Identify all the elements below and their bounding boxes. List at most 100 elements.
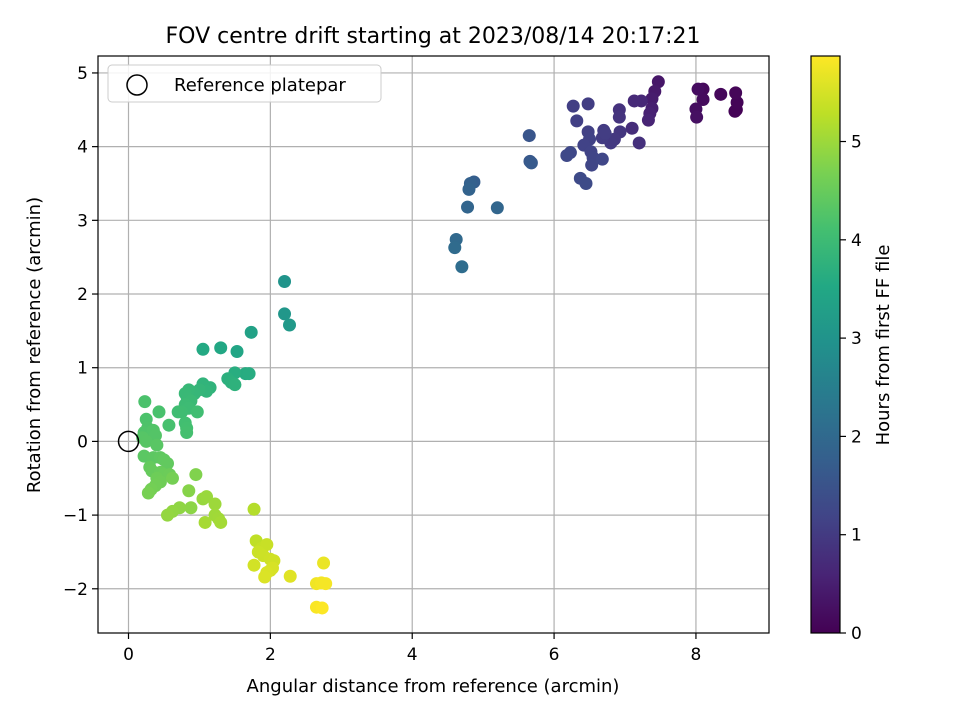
data-point	[148, 429, 162, 443]
plot-frame	[97, 55, 770, 634]
data-point	[612, 110, 626, 124]
legend: Reference platepar	[107, 64, 382, 103]
data-point	[138, 395, 152, 409]
data-point	[165, 471, 179, 485]
data-point	[244, 325, 258, 339]
colorbar-tick-label: 5	[851, 133, 862, 153]
x-tick-label: 0	[123, 645, 134, 665]
data-point	[315, 601, 329, 615]
x-tick-label: 4	[407, 645, 418, 665]
data-point	[560, 148, 574, 162]
colorbar-ticks: 0 1 2 3 4 5	[840, 133, 862, 644]
data-point	[730, 95, 744, 109]
colorbar-tick-label: 3	[851, 329, 862, 349]
data-point	[182, 484, 196, 498]
y-tick-label: 4	[77, 138, 88, 158]
data-point	[448, 241, 462, 255]
data-point	[566, 99, 580, 113]
data-point	[317, 556, 331, 570]
data-point	[161, 508, 175, 522]
data-point	[141, 486, 155, 500]
y-axis-ticks: −2 −1 0 1 2 3 4 5	[63, 64, 98, 600]
data-point	[729, 86, 743, 100]
data-point	[625, 121, 639, 135]
x-tick-label: 2	[265, 645, 276, 665]
data-point	[714, 87, 728, 101]
data-point	[150, 438, 164, 452]
data-point	[579, 176, 593, 190]
data-point	[196, 342, 210, 356]
colorbar-tick-label: 4	[851, 231, 862, 251]
data-point	[278, 274, 292, 288]
data-point	[247, 502, 261, 516]
data-point	[641, 113, 655, 127]
data-point	[278, 307, 292, 321]
data-point	[645, 92, 659, 106]
data-point	[690, 110, 704, 124]
data-point	[258, 570, 272, 584]
colorbar-tick-label: 1	[851, 526, 862, 546]
x-axis-label: Angular distance from reference (arcmin)	[247, 676, 620, 697]
colorbar-label: Hours from first FF file	[873, 245, 894, 446]
y-tick-label: 0	[77, 432, 88, 452]
data-point	[283, 318, 297, 332]
colorbar-tick-label: 0	[851, 624, 862, 644]
colorbar-tick-label: 2	[851, 427, 862, 447]
y-tick-label: 2	[77, 285, 88, 305]
y-axis-label: Rotation from reference (arcmin)	[24, 197, 45, 493]
reference-platepar-marker	[117, 430, 140, 453]
data-point	[162, 418, 176, 432]
plot-area	[98, 56, 769, 633]
data-point	[198, 515, 212, 529]
data-points	[136, 75, 744, 615]
data-point	[189, 468, 203, 482]
data-point	[247, 558, 261, 572]
data-point	[184, 501, 198, 515]
data-point	[632, 136, 646, 150]
data-point	[139, 434, 153, 448]
data-point	[283, 569, 297, 583]
data-point	[200, 490, 214, 504]
data-point	[691, 82, 705, 96]
data-point	[161, 457, 175, 471]
y-tick-label: −2	[63, 580, 88, 600]
y-tick-label: 5	[77, 64, 88, 84]
data-point	[171, 405, 185, 419]
data-point	[214, 341, 228, 355]
colorbar	[810, 55, 841, 634]
chart-title: FOV centre drift starting at 2023/08/14 …	[166, 24, 701, 49]
data-point	[524, 156, 538, 170]
legend-open-circle-icon	[126, 74, 148, 96]
data-point	[208, 497, 222, 511]
legend-box	[107, 64, 382, 103]
data-point	[260, 538, 274, 552]
x-tick-label: 8	[691, 645, 702, 665]
data-point	[490, 201, 504, 215]
y-tick-label: −1	[63, 506, 88, 526]
data-point	[598, 126, 612, 140]
data-point	[461, 200, 475, 214]
y-tick-label: 3	[77, 211, 88, 231]
data-point	[581, 97, 595, 111]
data-point	[522, 129, 536, 143]
data-point	[230, 345, 244, 359]
data-point	[319, 577, 333, 591]
data-point	[214, 515, 228, 529]
x-axis-ticks: 0 2 4 6 8	[123, 633, 701, 665]
legend-entry-label: Reference platepar	[174, 75, 346, 96]
x-tick-label: 6	[549, 645, 560, 665]
data-point	[455, 260, 469, 274]
data-point	[190, 405, 204, 419]
data-point	[627, 94, 641, 108]
data-point	[180, 426, 194, 440]
data-point	[595, 152, 609, 166]
data-point	[242, 367, 256, 381]
y-tick-label: 1	[77, 359, 88, 379]
data-point	[228, 378, 242, 392]
data-point	[462, 182, 476, 196]
data-point	[152, 405, 166, 419]
data-point	[585, 158, 599, 172]
data-point	[570, 114, 584, 128]
data-point	[696, 92, 710, 106]
